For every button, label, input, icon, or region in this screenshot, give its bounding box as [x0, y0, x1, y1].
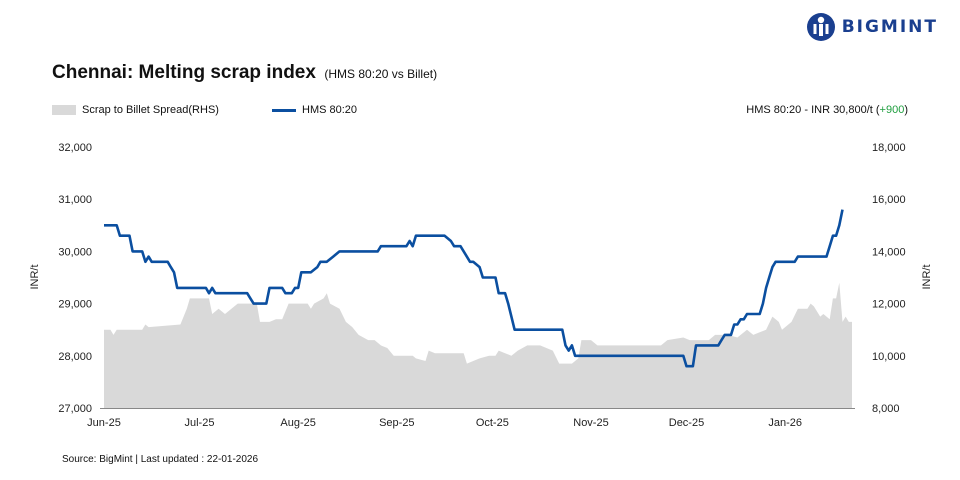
left-tick-label: 29,000 [58, 299, 92, 311]
legend-swatch-line [272, 108, 296, 112]
left-tick-label: 31,000 [58, 194, 92, 206]
spread-area [104, 282, 852, 408]
left-axis: 27,000 28,000 29,000 30,000 31,000 32,000 [58, 142, 92, 415]
hms-line [104, 209, 844, 368]
chart-title: Chennai: Melting scrap index [52, 62, 316, 83]
spread-area-layer [104, 282, 852, 408]
annotation-close: ) [904, 104, 908, 116]
chart-title-block: Chennai: Melting scrap index (HMS 80:20 … [52, 62, 437, 84]
x-tick-label: Jul-25 [185, 417, 215, 429]
x-axis: Jun-25 Jul-25 Aug-25 Sep-25 Oct-25 Nov-25 Dec-… [87, 417, 802, 429]
legend-label-hms: HMS 80:20 [302, 104, 358, 116]
x-tick-label: Oct-25 [476, 417, 509, 429]
legend-label-spread: Scrap to Billet Spread(RHS) [82, 104, 219, 116]
brand-name: BIGMINT [841, 17, 938, 37]
legend-swatch-area [52, 105, 76, 115]
annotation-text: HMS 80:20 - INR 30,800/t ( [746, 104, 880, 116]
right-tick-label: 16,000 [872, 194, 906, 206]
x-tick-label: Sep-25 [379, 417, 414, 429]
annotation-delta: +900 [879, 104, 905, 116]
y-axis-label-right: INR/t [921, 264, 933, 289]
x-tick-label: Jun-25 [87, 417, 121, 429]
left-tick-label: 30,000 [58, 246, 92, 258]
left-tick-label: 28,000 [58, 351, 92, 363]
right-axis: 8,000 10,000 12,000 14,000 16,000 18,000 [872, 142, 906, 415]
right-tick-label: 8,000 [872, 403, 900, 415]
x-tick-label: Jan-26 [768, 417, 802, 429]
bigmint-logo: BIGMINT [806, 12, 938, 42]
bigmint-logo-icon [806, 13, 835, 41]
legend-item-hms: HMS 80:20 [272, 104, 357, 116]
x-tick-label: Aug-25 [280, 417, 315, 429]
x-tick-label: Nov-25 [573, 417, 608, 429]
price-annotation: HMS 80:20 - INR 30,800/t (+900) [746, 104, 908, 116]
source-note: Source: BigMint | Last updated : 22-01-2… [62, 454, 259, 465]
right-tick-label: 14,000 [872, 246, 906, 258]
right-tick-label: 18,000 [872, 142, 906, 154]
chart-subtitle: (HMS 80:20 vs Billet) [324, 67, 438, 81]
legend-item-spread: Scrap to Billet Spread(RHS) [52, 104, 219, 116]
right-tick-label: 12,000 [872, 299, 906, 311]
right-tick-label: 10,000 [872, 351, 906, 363]
left-tick-label: 27,000 [58, 403, 92, 415]
y-axis-label-left: INR/t [29, 264, 41, 289]
x-tick-label: Dec-25 [669, 417, 704, 429]
hms-line-layer [104, 209, 844, 368]
left-tick-label: 32,000 [58, 142, 92, 154]
